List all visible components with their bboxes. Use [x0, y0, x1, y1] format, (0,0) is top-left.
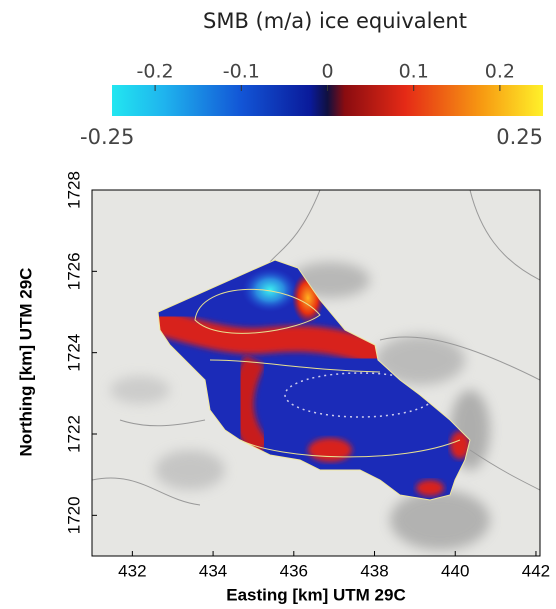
- x-tick-label: 434: [199, 561, 227, 580]
- y-tick-label: 1726: [64, 252, 83, 290]
- colorbar-tick-label: 0.2: [485, 61, 515, 83]
- y-tick-label: 1724: [64, 334, 83, 372]
- x-tick-label: 432: [118, 561, 146, 580]
- colorbar-tick-label: 0: [321, 61, 333, 83]
- colorbar-min: -0.25: [80, 125, 134, 149]
- x-tick-label: 438: [360, 561, 388, 580]
- map: [92, 190, 540, 556]
- plot-frame: [91, 189, 541, 557]
- x-tick-label: 440: [441, 561, 469, 580]
- y-tick-label: 1728: [64, 171, 83, 209]
- x-tick-label: 436: [280, 561, 308, 580]
- colorbar-tick-label: -0.1: [223, 61, 260, 83]
- x-axis-label: Easting [km] UTM 29C: [226, 585, 405, 604]
- colorbar-max: 0.25: [496, 125, 543, 149]
- colorbar-tick-label: 0.1: [399, 61, 429, 83]
- y-tick-label: 1720: [64, 496, 83, 534]
- colorbar-tick-label: -0.2: [137, 61, 174, 83]
- colorbar-title: SMB (m/a) ice equivalent: [203, 9, 467, 33]
- y-axis-label: Northing [km] UTM 29C: [16, 268, 35, 457]
- y-tick-label: 1722: [64, 415, 83, 453]
- x-tick-label: 442: [522, 561, 550, 580]
